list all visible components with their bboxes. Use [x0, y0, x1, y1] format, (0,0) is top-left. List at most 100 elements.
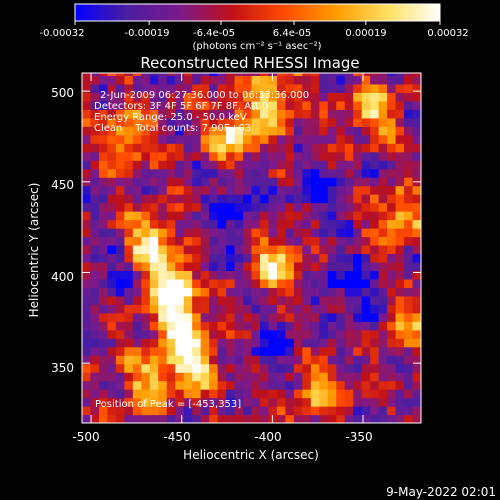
heatmap-cell [251, 168, 261, 178]
heatmap-cell [412, 278, 421, 288]
heatmap-cell [175, 363, 185, 373]
heatmap-cell [141, 228, 151, 238]
colorbar-tick-label-5: 0.00032 [427, 28, 468, 39]
heatmap-cell [310, 92, 320, 102]
heatmap-cell [361, 414, 371, 423]
heatmap-cell [395, 312, 405, 322]
heatmap-cell [226, 355, 236, 365]
heatmap-cell [192, 380, 202, 390]
heatmap-cell [285, 126, 295, 136]
heatmap-cell [395, 134, 405, 144]
heatmap-cell [183, 168, 193, 178]
heatmap-cell [90, 211, 100, 221]
heatmap-cell [217, 406, 227, 416]
heatmap-cell [183, 270, 193, 280]
heatmap-cell [132, 414, 142, 423]
heatmap-cell [192, 397, 202, 407]
annotation-energy-range: Energy Range: 25.0 - 50.0 keV [94, 112, 247, 123]
heatmap-cell [141, 168, 151, 178]
heatmap-cell [327, 92, 337, 102]
heatmap-cell [183, 100, 193, 110]
heatmap-cell [183, 73, 193, 76]
heatmap-cell [276, 185, 286, 195]
heatmap-cell [183, 151, 193, 161]
heatmap-cell [243, 397, 253, 407]
heatmap-cell [268, 363, 278, 373]
heatmap-cell [115, 126, 125, 136]
heatmap-cell [98, 346, 109, 356]
heatmap-cell [243, 151, 253, 161]
heatmap-cell [404, 75, 414, 85]
heatmap-cell [90, 304, 100, 314]
heatmap-cell [387, 100, 397, 110]
heatmap-cell [302, 414, 312, 423]
heatmap-cell [336, 219, 346, 229]
heatmap-cell [412, 253, 421, 263]
heatmap-cell [132, 244, 142, 255]
heatmap-cell [132, 211, 142, 221]
heatmap-cell [124, 295, 134, 305]
heatmap-cell [192, 236, 202, 246]
heatmap-cell [98, 380, 109, 390]
heatmap-cell [149, 304, 159, 314]
heatmap-cell [243, 211, 253, 221]
heatmap-cell [175, 134, 185, 144]
heatmap-cell [166, 236, 176, 246]
heatmap-cell [82, 338, 92, 348]
heatmap-cell [209, 295, 219, 305]
heatmap-cell [175, 160, 185, 170]
heatmap-cell [395, 329, 405, 339]
heatmap-cell [319, 219, 329, 229]
heatmap-cell [115, 143, 125, 153]
heatmap-cell [327, 185, 337, 195]
heatmap-cell [370, 151, 380, 161]
heatmap-cell [124, 151, 134, 161]
heatmap-cell [276, 83, 286, 93]
heatmap-cell [115, 261, 125, 271]
heatmap-cell [243, 73, 253, 76]
heatmap-cell [209, 278, 219, 288]
heatmap-cell [276, 414, 286, 423]
heatmap-cell [319, 414, 329, 423]
heatmap-cell [293, 219, 303, 229]
heatmap-cell [319, 261, 329, 271]
y-axis-label: Heliocentric Y (arcsec) [27, 183, 41, 318]
heatmap-cell [124, 75, 134, 85]
heatmap-cell [124, 253, 134, 263]
axis-ticks [82, 73, 421, 423]
heatmap-cell [209, 202, 219, 212]
heatmap-cell [175, 194, 185, 204]
heatmap-cell [319, 177, 329, 187]
heatmap-cell [166, 397, 176, 407]
heatmap-cell [183, 177, 193, 187]
heatmap-cell [175, 389, 185, 399]
heatmap-cell [251, 73, 261, 76]
heatmap-cell [370, 414, 380, 423]
heatmap-cell [243, 380, 253, 390]
heatmap-cell [149, 414, 159, 423]
heatmap-cell [192, 75, 202, 85]
heatmap-cell [243, 92, 253, 102]
heatmap-cell [336, 126, 346, 136]
heatmap-cell [82, 185, 92, 195]
heatmap-cell [107, 261, 117, 271]
heatmap-cell [90, 406, 100, 416]
heatmap-cell [319, 160, 329, 170]
colorbar-ticks [74, 21, 441, 25]
heatmap-cell [243, 202, 253, 212]
heatmap-cell [82, 397, 92, 407]
heatmap-cell [115, 389, 125, 399]
heatmap-cell [361, 219, 371, 229]
heatmap-cell [158, 295, 168, 305]
heatmap-cell [90, 278, 100, 288]
heatmap-cell [192, 160, 202, 170]
heatmap-cell [412, 329, 421, 339]
heatmap-cell [378, 389, 388, 399]
heatmap-cell [404, 151, 414, 161]
heatmap-cell [387, 389, 397, 399]
heatmap-cell [107, 244, 117, 255]
heatmap-cell [234, 244, 244, 255]
heatmap-cell [378, 380, 388, 390]
heatmap-cell [361, 117, 371, 127]
